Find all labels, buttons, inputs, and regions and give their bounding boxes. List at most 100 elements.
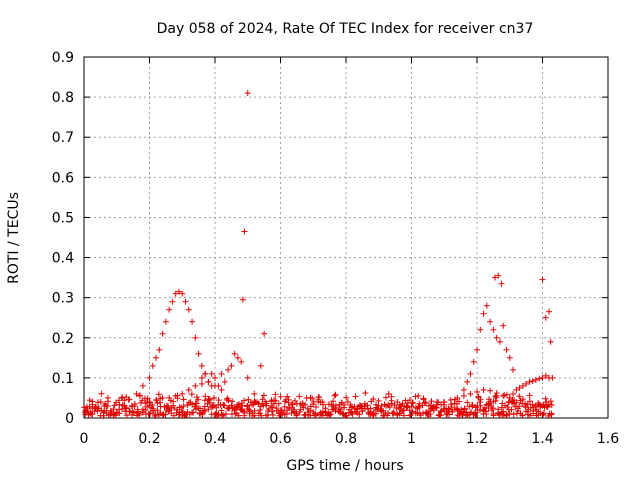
background-point: [98, 390, 105, 397]
data-point: [477, 326, 484, 333]
background-point: [490, 412, 497, 419]
background-point: [219, 412, 226, 419]
data-point: [159, 394, 166, 401]
background-point: [421, 399, 428, 406]
background-point: [239, 402, 246, 409]
data-point: [526, 378, 533, 385]
background-point: [406, 412, 413, 419]
background-point: [331, 392, 338, 399]
background-point: [539, 411, 546, 418]
background-point: [406, 407, 413, 414]
background-point: [121, 397, 128, 404]
data-point: [198, 362, 205, 369]
background-point: [269, 404, 276, 411]
background-point: [134, 406, 141, 413]
background-point: [307, 394, 314, 401]
background-point: [437, 412, 444, 419]
data-point: [493, 334, 500, 341]
background-point: [537, 402, 544, 409]
background-point: [510, 411, 517, 418]
background-point: [293, 410, 300, 417]
background-point: [382, 394, 389, 401]
background-point: [209, 403, 216, 410]
data-point: [464, 378, 471, 385]
background-point: [374, 406, 381, 413]
background-point: [100, 412, 107, 419]
background-point: [362, 390, 369, 397]
background-point: [220, 401, 227, 408]
background-point: [206, 399, 213, 406]
data-point: [156, 346, 163, 353]
background-point: [459, 411, 466, 418]
background-point: [249, 401, 256, 408]
background-point: [427, 411, 434, 418]
data-point: [500, 322, 507, 329]
data-points: [81, 90, 556, 419]
background-point: [398, 410, 405, 417]
background-point: [461, 405, 468, 412]
data-point: [506, 394, 513, 401]
background-point: [373, 410, 380, 417]
y-tick-label: 0.9: [52, 50, 74, 66]
background-point: [496, 410, 503, 417]
background-point: [195, 396, 202, 403]
background-point: [548, 402, 555, 409]
background-point: [185, 399, 192, 406]
data-point: [244, 374, 251, 381]
data-point: [189, 318, 196, 325]
background-point: [367, 405, 374, 412]
background-point: [370, 396, 377, 403]
data-point: [198, 380, 205, 387]
data-point: [179, 290, 186, 297]
background-point: [275, 400, 282, 407]
data-point: [179, 390, 186, 397]
background-point: [155, 391, 162, 398]
y-tick-label: 0.1: [52, 371, 74, 387]
background-point: [285, 396, 292, 403]
tick-labels: 0 0.2 0.4 0.6 0.8 1 1.2 1.4 1.6 0 0.1 0.2 0.3 0.4 0.5 0…: [52, 50, 619, 447]
y-tick-label: 0.4: [52, 251, 74, 267]
data-point: [493, 390, 500, 397]
background-point: [341, 402, 348, 409]
background-point: [190, 409, 197, 416]
data-point: [172, 290, 179, 297]
data-point: [542, 372, 549, 379]
data-point: [175, 288, 182, 295]
data-point: [474, 346, 480, 353]
background-point: [548, 411, 555, 418]
data-point: [149, 362, 156, 369]
data-point: [166, 394, 173, 401]
background-point: [410, 399, 417, 406]
data-point: [234, 354, 241, 361]
background-point: [257, 403, 264, 410]
data-point: [498, 280, 505, 287]
background-point: [332, 407, 339, 414]
data-point: [221, 378, 228, 385]
background-point: [260, 392, 267, 399]
background-point: [94, 408, 101, 415]
x-tick-label: 1.6: [597, 431, 619, 447]
background-point: [412, 393, 419, 400]
background-point: [210, 394, 217, 401]
data-point: [228, 362, 235, 369]
data-point: [536, 375, 543, 382]
background-point: [364, 402, 371, 409]
background-point: [97, 398, 104, 405]
background-point: [272, 397, 279, 404]
background-point: [356, 411, 363, 418]
background-point: [492, 397, 499, 404]
background-point: [343, 412, 350, 419]
data-point: [198, 374, 205, 381]
background-point: [527, 404, 534, 411]
x-tick-label: 0.4: [204, 431, 226, 447]
background-point: [241, 397, 248, 404]
background-point: [251, 407, 258, 414]
background-point: [489, 405, 496, 412]
background-point: [116, 401, 123, 408]
background-point: [199, 411, 206, 418]
background-point: [179, 408, 186, 415]
background-point: [281, 403, 288, 410]
background-point: [229, 398, 236, 405]
background-point: [396, 401, 403, 408]
